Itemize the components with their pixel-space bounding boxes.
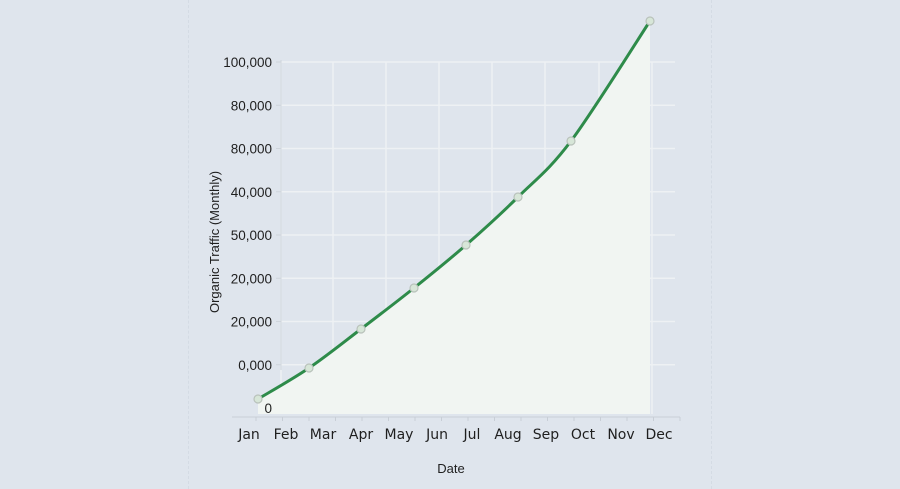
x-tick-label-nov: Nov (607, 427, 634, 443)
y-tick-label: 20,000 (231, 315, 272, 330)
x-tick-label-jan: Jan (237, 427, 260, 443)
data-point-may (409, 283, 419, 293)
right-panel-edge (711, 0, 712, 489)
x-axis: Jan Feb Mar Apr May Jun Jul Aug Sep Oct Nov Dec (232, 416, 681, 443)
data-point-feb (304, 363, 314, 373)
left-panel-edge (188, 0, 189, 489)
y-tick-label: 40,000 (231, 185, 272, 200)
x-tick-label-dec: Dec (645, 427, 672, 443)
x-tick-label-feb: Feb (274, 427, 299, 443)
x-tick-label-jul: Jul (463, 427, 481, 443)
data-markers (253, 16, 655, 404)
x-tick-label-aug: Aug (494, 427, 521, 443)
x-tick-label-oct: Oct (571, 427, 596, 443)
x-tick-label-may: May (385, 427, 414, 443)
y-tick-label: 0,000 (238, 358, 272, 373)
y-axis: 0 0,000 20,000 20,000 50,000 40,000 80,000 80,0… (223, 55, 281, 416)
y-tick-label: 80,000 (231, 142, 272, 157)
y-axis-title: Organic Traffic (Monthly) (207, 171, 222, 313)
y-tick-label: 80,000 (231, 98, 272, 113)
y-tick-label: 100,000 (223, 55, 272, 70)
x-tick-label-jun: Jun (425, 427, 448, 443)
x-axis-title: Date (437, 461, 464, 476)
data-point-oct (566, 136, 576, 146)
x-tick-label-mar: Mar (310, 427, 337, 443)
x-tick-label-apr: Apr (349, 427, 373, 443)
y-tick-label: 20,000 (231, 271, 272, 286)
data-point-dec (645, 16, 655, 26)
x-tick-label-sep: Sep (533, 427, 560, 443)
data-point-jan (253, 394, 263, 404)
area-fill (258, 21, 650, 414)
data-point-jul (461, 240, 471, 250)
data-point-apr (356, 324, 366, 334)
data-point-aug (513, 192, 523, 202)
y-tick-label: 0 (264, 401, 272, 416)
y-tick-label: 50,000 (231, 228, 272, 243)
